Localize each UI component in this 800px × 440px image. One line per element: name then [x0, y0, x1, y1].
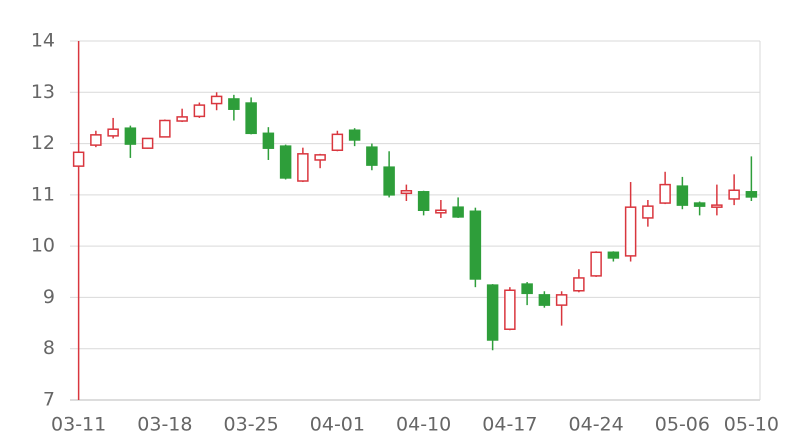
- x-tick-label: 03-18: [137, 414, 192, 436]
- candle-body: [90, 134, 102, 146]
- x-tick-label: 04-01: [310, 414, 365, 436]
- y-tick-label: 9: [43, 286, 55, 308]
- x-tick-label: 05-10: [724, 414, 779, 436]
- candle-body: [624, 206, 637, 257]
- candle-body: [728, 189, 740, 200]
- candle-body: [693, 202, 706, 207]
- x-tick-label: 03-25: [224, 414, 279, 436]
- candle-body: [366, 146, 378, 166]
- y-tick-label: 12: [31, 132, 55, 154]
- candle-body: [469, 210, 482, 280]
- x-tick-label: 04-17: [482, 414, 537, 436]
- candle-body: [348, 129, 361, 141]
- candle-body: [228, 98, 240, 110]
- candle-body: [590, 251, 602, 277]
- candle-body: [711, 204, 723, 208]
- candle-body: [141, 137, 154, 149]
- candle-body: [521, 283, 533, 295]
- candle-body: [331, 133, 344, 151]
- candle-body: [435, 209, 447, 214]
- candle-body: [72, 151, 85, 167]
- candle-body: [279, 145, 292, 179]
- candle-body: [642, 205, 654, 219]
- x-tick-label: 04-24: [569, 414, 624, 436]
- candle-body: [745, 191, 758, 198]
- candle-body: [400, 190, 413, 195]
- candle-body: [676, 185, 689, 206]
- candle-body: [314, 154, 326, 161]
- candle-body: [659, 183, 671, 204]
- candle-body: [176, 116, 188, 122]
- candle-body: [383, 166, 395, 196]
- candle-body: [573, 277, 585, 292]
- y-tick-label: 13: [31, 81, 55, 103]
- y-tick-label: 7: [43, 389, 55, 411]
- candle-body: [262, 132, 275, 149]
- candle-body: [210, 95, 223, 105]
- candle-body: [452, 206, 464, 218]
- x-tick-label: 04-10: [396, 414, 451, 436]
- y-tick-label: 14: [31, 30, 55, 52]
- candle-body: [124, 127, 137, 145]
- candle-body: [486, 284, 499, 341]
- candle-body: [607, 251, 620, 259]
- x-tick-label: 05-06: [655, 414, 710, 436]
- candle-body: [417, 191, 430, 211]
- candle-body: [193, 104, 206, 118]
- candle-body: [555, 294, 568, 306]
- candle-body: [297, 153, 309, 182]
- candle-body: [504, 289, 516, 330]
- candle-body: [159, 119, 171, 138]
- y-tick-label: 11: [31, 183, 55, 205]
- y-tick-label: 10: [31, 235, 55, 257]
- candle-body: [107, 128, 119, 137]
- x-tick-label: 03-11: [51, 414, 106, 436]
- y-tick-label: 8: [43, 337, 55, 359]
- candle-body: [245, 102, 257, 135]
- candle-body: [538, 294, 551, 306]
